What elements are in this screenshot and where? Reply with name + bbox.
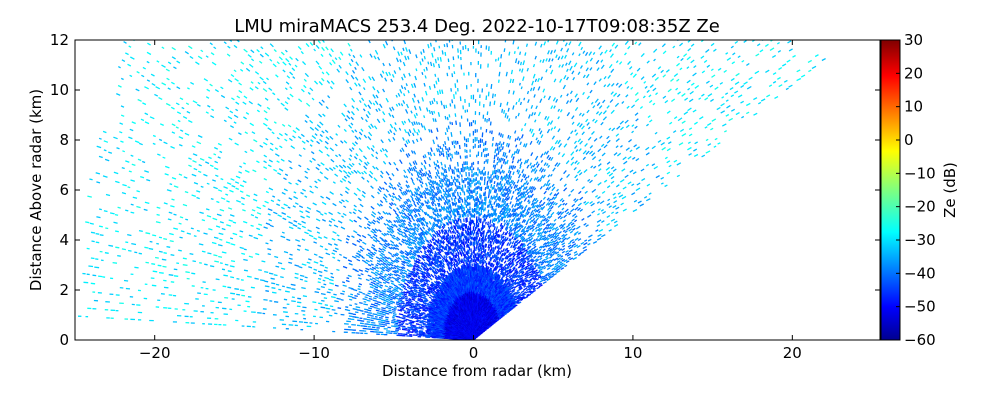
x-tick-label: 0 xyxy=(469,344,479,362)
y-tick-label: 10 xyxy=(50,81,69,99)
x-tick-label: −10 xyxy=(298,344,330,362)
colorbar xyxy=(880,39,901,341)
x-tick-label: 10 xyxy=(623,344,642,362)
y-tick-label: 12 xyxy=(50,31,69,49)
colorbar-tick-label: −60 xyxy=(904,331,936,349)
x-axis-label: Distance from radar (km) xyxy=(382,362,572,380)
colorbar-tick-label: 30 xyxy=(904,31,923,49)
y-tick-label: 2 xyxy=(59,281,69,299)
colorbar-tick-label: −10 xyxy=(904,164,936,182)
colorbar-tick-label: −30 xyxy=(904,231,936,249)
colorbar-tick-label: 10 xyxy=(904,98,923,116)
colorbar-tick-label: −20 xyxy=(904,198,936,216)
y-axis-label: Distance Above radar (km) xyxy=(27,89,45,291)
colorbar-tick-label: 20 xyxy=(904,64,923,82)
colorbar-tick-label: −40 xyxy=(904,264,936,282)
x-tick-label: −20 xyxy=(139,344,171,362)
radar-reflectivity-field xyxy=(77,40,826,340)
y-tick-label: 8 xyxy=(59,131,69,149)
colorbar-tick-label: 0 xyxy=(904,131,914,149)
x-tick-label: 20 xyxy=(783,344,802,362)
y-tick-label: 4 xyxy=(59,231,69,249)
colorbar-tick-label: −50 xyxy=(904,298,936,316)
x-axis-ticks: −20 −10 0 10 20 xyxy=(139,40,802,362)
colorbar-ticks: 30 20 10 0 −10 −20 −30 −40 −50 −60 xyxy=(896,31,936,349)
chart-title: LMU miraMACS 253.4 Deg. 2022-10-17T09:08… xyxy=(234,16,720,37)
y-tick-label: 0 xyxy=(59,331,69,349)
y-tick-label: 6 xyxy=(59,181,69,199)
y-axis-ticks: 0 2 4 6 8 10 12 xyxy=(50,31,880,349)
colorbar-label: Ze (dB) xyxy=(941,162,959,218)
